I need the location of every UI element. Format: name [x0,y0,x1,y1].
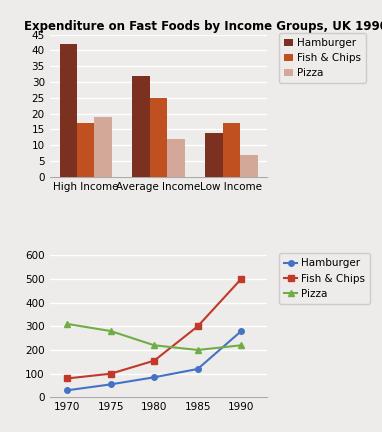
Legend: Hamburger, Fish & Chips, Pizza: Hamburger, Fish & Chips, Pizza [279,253,370,304]
Pizza [108,328,113,334]
Hamburger [65,388,70,393]
Bar [60,44,77,177]
Legend: Hamburger, Fish & Chips, Pizza: Hamburger, Fish & Chips, Pizza [279,33,366,83]
Bar [240,155,257,177]
Line: Pizza: Pizza [64,321,244,353]
Pizza [196,347,200,353]
Hamburger [152,375,157,380]
Line: Fish & Chips: Fish & Chips [64,276,244,381]
Fish & Chips [196,324,200,329]
Bar [167,139,185,177]
Line: Hamburger: Hamburger [64,328,244,393]
Pizza [65,321,70,327]
Pizza [152,343,157,348]
Bar [132,76,150,177]
Bar [77,123,94,177]
Text: Expenditure on Fast Foods by Income Groups, UK 1990: Expenditure on Fast Foods by Income Grou… [24,20,382,33]
Hamburger [196,366,200,372]
Fish & Chips [239,276,244,281]
Pizza [239,343,244,348]
Bar [94,117,112,177]
Fish & Chips [108,371,113,376]
Hamburger [108,382,113,387]
Hamburger [239,328,244,334]
Bar [223,123,240,177]
Bar [150,98,167,177]
Fish & Chips [152,358,157,363]
Fish & Chips [65,376,70,381]
Bar [205,133,223,177]
